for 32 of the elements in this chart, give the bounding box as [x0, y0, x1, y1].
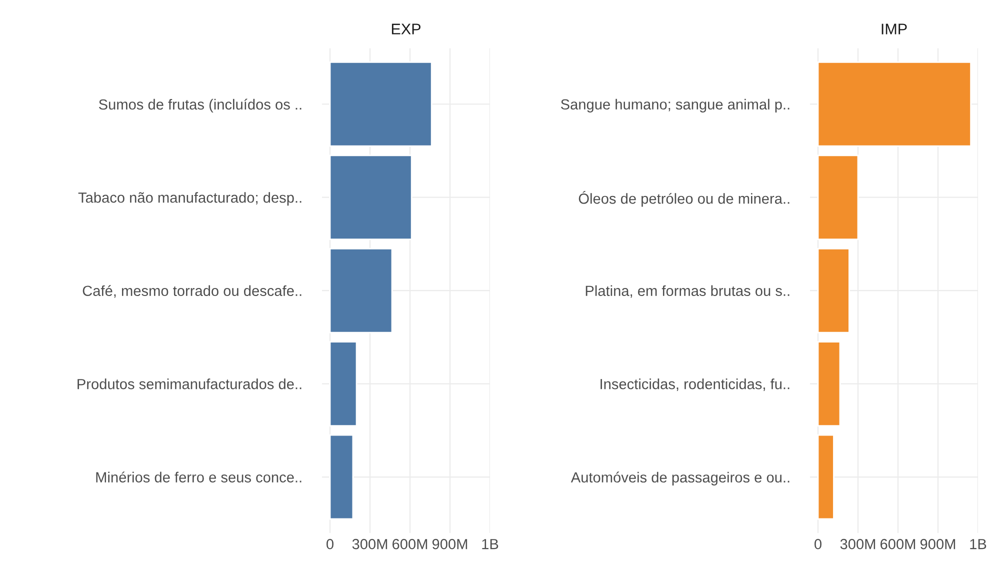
y-tick-label: Produtos semimanufacturados de..: [78, 378, 302, 390]
bar: [817, 61, 972, 147]
bar: [329, 248, 393, 334]
y-tick-label: Platina, em formas brutas ou s..: [586, 285, 790, 298]
y-tick-label: Insecticidas, rodenticidas, fu..: [600, 378, 790, 391]
bar: [329, 341, 358, 426]
x-tick-label: 300M: [840, 538, 876, 550]
y-tick-label: Café, mesmo torrado ou descafe..: [82, 285, 302, 298]
y-tick-label: Óleos de petróleo ou de minera..: [578, 191, 790, 207]
bar: [329, 61, 432, 147]
x-tick-label: 0: [814, 538, 822, 550]
bar: [817, 341, 841, 426]
bar: [329, 154, 412, 240]
y-tick-label: Automóveis de passageiros e ou..: [570, 472, 790, 486]
bar: [817, 154, 859, 240]
bar: [817, 248, 850, 334]
y-tick-label: Sangue humano; sangue animal p..: [560, 98, 790, 112]
x-tick-label: 600M: [392, 538, 428, 550]
x-tick-label: 900M: [432, 538, 468, 550]
y-tick-label: Tabaco não manufacturado; desp..: [78, 192, 302, 206]
bar: [329, 434, 354, 520]
x-tick-label: 0: [326, 538, 334, 550]
y-tick-label: Sumos de frutas (incluídos os ..: [98, 98, 302, 113]
y-tick-label: Minérios de ferro e seus conce..: [96, 472, 302, 482]
x-tick-label: 900M: [920, 538, 956, 550]
chart-title: EXP: [392, 24, 420, 34]
x-tick-label: 600M: [880, 538, 916, 550]
bar: [817, 434, 834, 520]
x-tick-label: 1B: [970, 539, 986, 550]
x-tick-label: 300M: [352, 538, 388, 550]
chart-title: IMP: [882, 24, 907, 34]
x-tick-label: 1B: [482, 539, 498, 550]
